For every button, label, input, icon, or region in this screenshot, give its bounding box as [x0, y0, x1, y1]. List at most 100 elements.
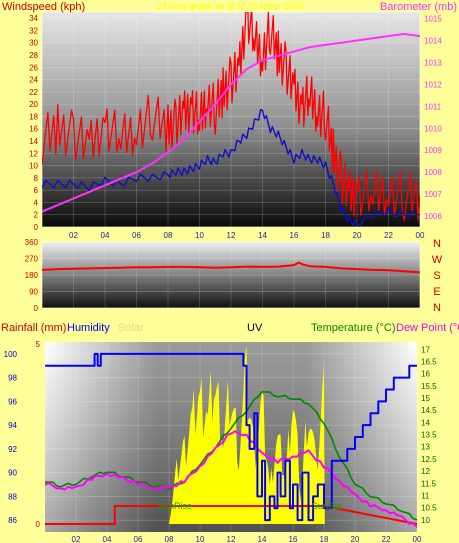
wind-x-tick-label: 08	[164, 231, 173, 240]
sunrise-label: SunRise	[158, 501, 192, 511]
temp-x-tick-label: 08	[165, 535, 174, 543]
wind-x-tick-label: 16	[290, 231, 299, 240]
wind-x-tick-label: 00	[416, 231, 425, 240]
temp-x-tick-label: 06	[134, 535, 143, 543]
rain-tick-label: 5	[36, 340, 41, 349]
wind-tick-label: 30	[29, 39, 38, 48]
baro-tick-label: 1009	[424, 146, 442, 155]
wind-tick-label: 0	[34, 223, 39, 232]
direction-gridlines	[42, 241, 421, 309]
wind-x-tick-label: 10	[195, 231, 204, 240]
tick-labels: 0246810121416182022242628303234100610071…	[4, 14, 443, 543]
temp-x-tick-label: 14	[258, 535, 267, 543]
humidity-line	[45, 352, 417, 522]
temp-tick-label: 15	[421, 394, 430, 403]
wind-x-tick-label: 04	[101, 231, 110, 240]
wind-tick-label: 16	[29, 125, 38, 134]
wind-tick-label: 34	[29, 14, 38, 23]
temp-x-tick-label: 10	[196, 535, 205, 543]
direction-tick-label: 180	[25, 271, 39, 280]
wind-tick-label: 22	[29, 88, 38, 97]
wind-tick-label: 12	[29, 149, 38, 158]
temp-tick-label: 10.5	[421, 504, 437, 513]
temp-tick-label: 14	[421, 418, 430, 427]
temp-tick-label: 13	[421, 443, 430, 452]
direction-tick-label: 360	[25, 238, 39, 247]
temp-tick-label: 13.5	[421, 431, 437, 440]
wind-tick-label: 24	[29, 76, 38, 85]
compass-label: N	[433, 302, 441, 314]
baro-tick-label: 1006	[424, 212, 442, 221]
humidity-tick-label: 86	[8, 516, 17, 525]
temp-tick-label: 15.5	[421, 382, 437, 391]
gust-line	[42, 12, 420, 221]
rainfall-line	[45, 505, 417, 525]
humidity-tick-label: 100	[4, 350, 18, 359]
temp-tick-label: 11	[421, 491, 430, 500]
wind-gridlines	[42, 12, 421, 228]
temp-tick-label: 12	[421, 467, 430, 476]
temp-tick-label: 10	[421, 516, 430, 525]
barometer-line	[42, 32, 420, 213]
wind-tick-label: 20	[29, 100, 38, 109]
wind-x-tick-label: 06	[132, 231, 141, 240]
rain-tick-label: 0	[36, 520, 41, 529]
wind-tick-label: 10	[29, 162, 38, 171]
wind-x-tick-label: 22	[384, 231, 393, 240]
wind-tick-label: 18	[29, 112, 38, 121]
wind-tick-label: 6	[34, 186, 39, 195]
rainfall-label: Rainfall (mm)	[1, 322, 66, 334]
humidity-tick-label: 94	[8, 421, 17, 430]
baro-tick-label: 1008	[424, 168, 442, 177]
wind-x-tick-label: 18	[321, 231, 330, 240]
barometer-axis-label: Barometer (mb)	[380, 1, 457, 13]
wind-x-tick-label: 14	[258, 231, 267, 240]
baro-tick-label: 1014	[424, 37, 442, 46]
direction-tick-label: 270	[25, 255, 39, 264]
temp-tick-label: 12.5	[421, 455, 437, 464]
direction-panel-bg	[41, 241, 421, 309]
temp-tick-label: 17	[421, 345, 430, 354]
temp-tick-label: 11.5	[421, 479, 437, 488]
temp-tick-label: 14.5	[421, 406, 437, 415]
temp-x-tick-label: 02	[72, 535, 81, 543]
temp-x-tick-label: 18	[320, 535, 329, 543]
wind-average-line	[42, 109, 420, 227]
baro-tick-label: 1012	[424, 80, 442, 89]
humidity-tick-label: 98	[8, 374, 17, 383]
compass-label: N	[433, 238, 441, 250]
temp-x-tick-label: 16	[289, 535, 298, 543]
direction-line	[42, 261, 420, 274]
dewpoint-line	[45, 430, 417, 528]
uv-label: UV	[247, 322, 263, 334]
humidity-tick-label: 88	[8, 492, 17, 501]
baro-tick-label: 1013	[424, 58, 442, 67]
baro-tick-label: 1015	[424, 15, 442, 24]
temp-x-tick-label: 12	[227, 535, 236, 543]
wind-tick-label: 28	[29, 51, 38, 60]
wind-tick-label: 32	[29, 26, 38, 35]
temperature-label: Temperature (°C)	[311, 322, 395, 334]
baro-tick-label: 1011	[424, 102, 442, 111]
temp-x-tick-label: 22	[382, 535, 391, 543]
temp-tick-label: 16	[421, 370, 430, 379]
temp-x-tick-label: 20	[351, 535, 360, 543]
wind-x-tick-label: 02	[69, 231, 78, 240]
chart-title: 24 hour graph as at 11 October 2024	[157, 1, 304, 11]
compass-label: E	[433, 286, 440, 298]
wind-tick-label: 26	[29, 63, 38, 72]
temp-x-tick-label: 04	[103, 535, 112, 543]
wind-series	[42, 12, 420, 227]
temperature-line	[45, 391, 417, 521]
compass-label: S	[433, 270, 440, 282]
baro-tick-label: 1007	[424, 190, 442, 199]
wind-tick-label: 14	[29, 137, 38, 146]
direction-series	[42, 261, 420, 274]
temp-x-tick-label: 00	[413, 535, 422, 543]
dewpoint-label: Dew Point (°C)	[396, 322, 459, 334]
humidity-tick-label: 96	[8, 397, 17, 406]
wind-tick-label: 4	[34, 198, 39, 207]
windspeed-axis-label: Windspeed (kph)	[2, 1, 85, 13]
sunset-label: SunSet	[312, 501, 342, 511]
direction-tick-label: 0	[34, 304, 39, 313]
